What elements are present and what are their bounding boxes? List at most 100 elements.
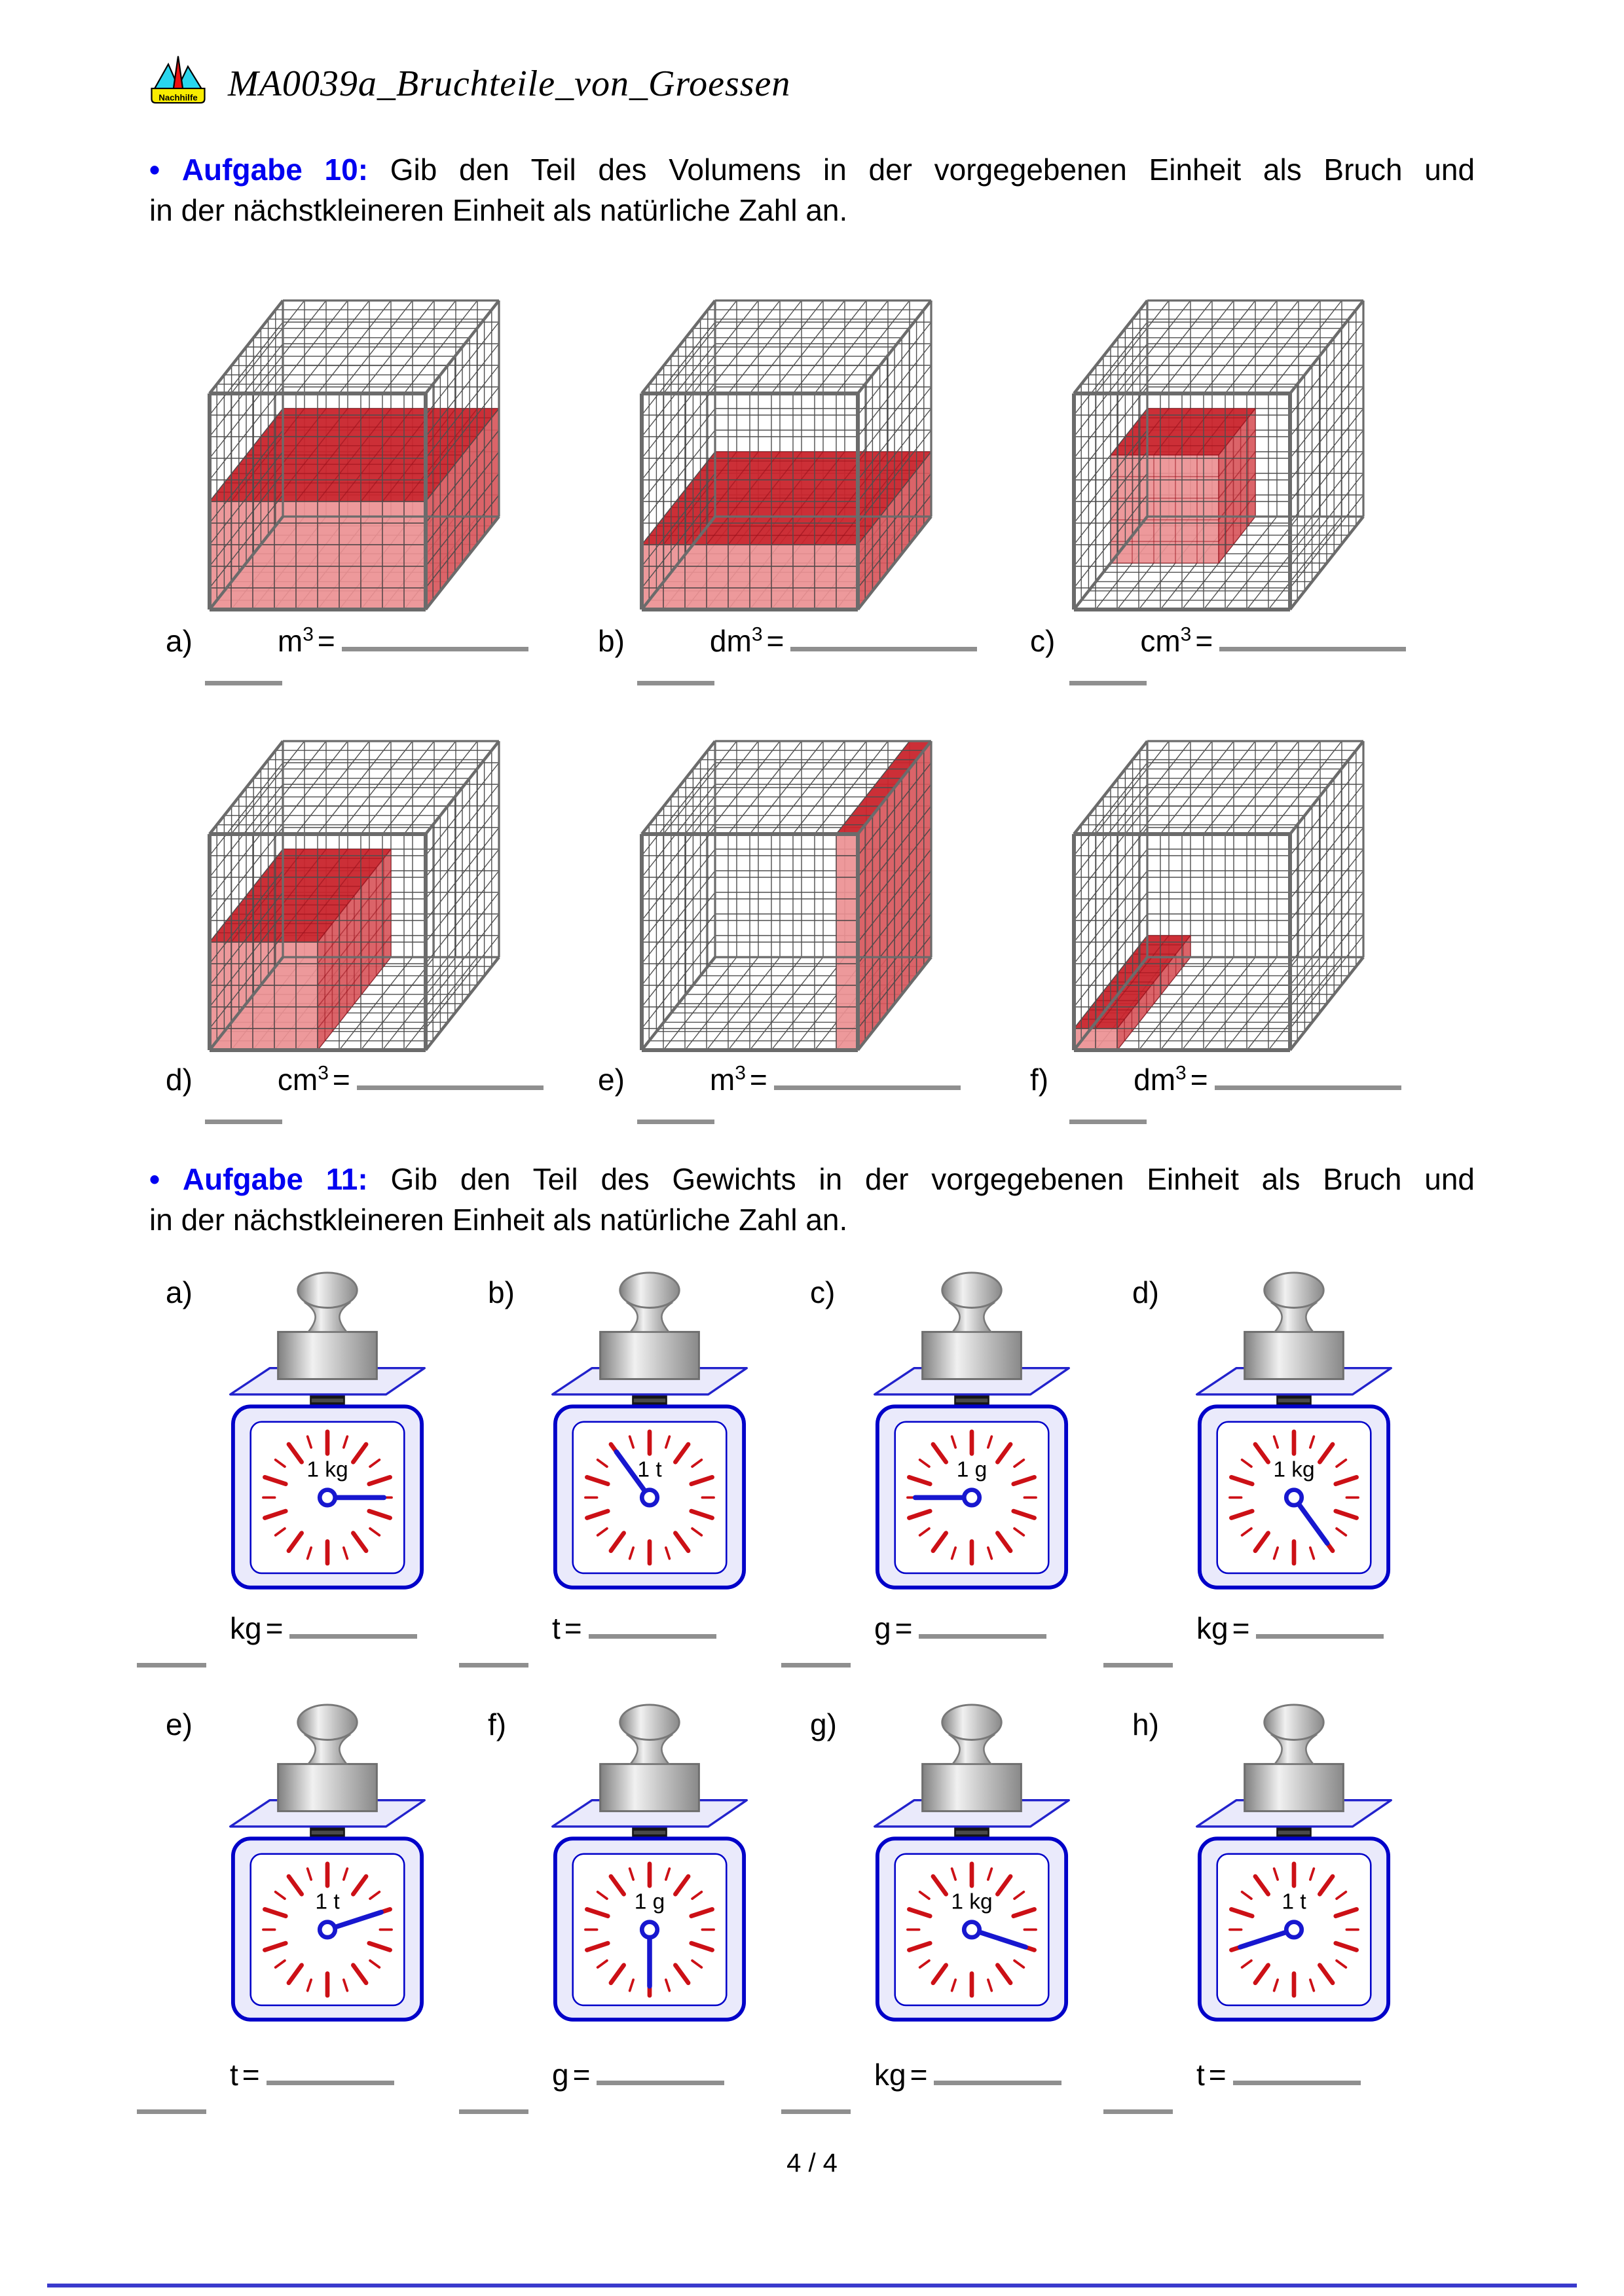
- volume-answer-f: f) dm3 =: [1005, 1062, 1437, 1124]
- item-letter: g): [810, 1707, 837, 1741]
- unit-label: dm: [709, 624, 752, 658]
- weight-answer-d: kg =: [1103, 1611, 1430, 1667]
- scale-illustration-c: 1 g: [874, 1271, 1070, 1590]
- needle-hub: [317, 1487, 338, 1508]
- task10-heading-line1: • Aufgabe 10: Gib den Teil des Volumens …: [149, 149, 1475, 190]
- volume-answer-d: d) cm3 =: [141, 1062, 573, 1124]
- answer-blank[interactable]: [790, 625, 978, 651]
- answer-blank[interactable]: [356, 1063, 544, 1090]
- task10-text-line1: Gib den Teil des Volumens in der vorgege…: [390, 153, 1475, 187]
- volume-answer-c: c) cm3 =: [1005, 623, 1437, 685]
- cube-cell-c: [1005, 252, 1437, 619]
- fraction-blank[interactable]: [1103, 2109, 1173, 2114]
- fraction-blank[interactable]: [205, 1120, 282, 1124]
- needle-hub: [317, 1920, 338, 1940]
- scale-cell-b: b) 1 t: [463, 1254, 785, 1591]
- scale-cell-g: g) 1 kg: [785, 1686, 1107, 2023]
- item-letter: a): [166, 1275, 193, 1309]
- answer-blank[interactable]: [1256, 1612, 1384, 1639]
- equals-sign: =: [332, 1063, 350, 1097]
- item-letter: f): [1030, 1063, 1049, 1097]
- fraction-blank[interactable]: [205, 681, 282, 685]
- answer-blank[interactable]: [773, 1063, 961, 1090]
- volume-answer-e: e) m3 =: [573, 1062, 1005, 1124]
- fraction-blank[interactable]: [459, 1663, 528, 1667]
- fraction-blank[interactable]: [459, 2109, 528, 2114]
- equals-sign: =: [242, 2058, 260, 2092]
- needle-hub: [639, 1487, 660, 1508]
- equals-sign: =: [564, 1611, 582, 1645]
- item-letter: c): [1030, 624, 1056, 658]
- equals-sign: =: [1190, 1063, 1208, 1097]
- logo-text: Nachhilfe: [158, 93, 197, 103]
- scale-row-2: e) 1 t f) 1 g g) 1 kg h) 1 t: [141, 1686, 1430, 2023]
- fraction-blank[interactable]: [781, 2109, 851, 2114]
- page-number: 4 / 4: [786, 2149, 838, 2178]
- equals-sign: =: [766, 624, 784, 658]
- cube-row-1: [141, 252, 1437, 619]
- item-letter: c): [810, 1275, 836, 1309]
- cube-cell-d: [141, 693, 573, 1059]
- fraction-blank[interactable]: [1069, 681, 1147, 685]
- fraction-blank[interactable]: [637, 681, 714, 685]
- cube-illustration-b: [640, 299, 932, 611]
- scale-cell-e: e) 1 t: [141, 1686, 463, 2023]
- task11-label: Aufgabe 11:: [182, 1162, 368, 1196]
- fraction-blank[interactable]: [1069, 1120, 1147, 1124]
- unit-exponent: 3: [318, 1062, 329, 1084]
- answer-blank[interactable]: [588, 1612, 716, 1639]
- answer-blank[interactable]: [289, 1612, 418, 1639]
- unit-exponent: 3: [751, 623, 763, 646]
- bullet-icon: •: [149, 153, 160, 187]
- equals-sign: =: [749, 1063, 767, 1097]
- equals-sign: =: [317, 624, 335, 658]
- answer-blank[interactable]: [1219, 625, 1407, 651]
- fraction-blank[interactable]: [137, 1663, 206, 1667]
- answer-blank[interactable]: [341, 625, 528, 651]
- footer-rule: [47, 2284, 1577, 2287]
- equals-sign: =: [895, 1611, 913, 1645]
- item-letter: b): [598, 624, 625, 658]
- bullet-icon: •: [149, 1162, 160, 1196]
- header: Nachhilfe MA0039a_Bruchteile_von_Groesse…: [149, 55, 790, 113]
- cube-illustration-e: [640, 740, 932, 1052]
- fraction-blank[interactable]: [1103, 1663, 1173, 1667]
- volume-answer-b: b) dm3 =: [573, 623, 1005, 685]
- fraction-blank[interactable]: [137, 2109, 206, 2114]
- scale-illustration-f: 1 g: [551, 1704, 748, 2022]
- unit-label: kg: [230, 1611, 262, 1645]
- scale-illustration-h: 1 t: [1196, 1704, 1392, 2022]
- task11-paragraph: • Aufgabe 11: Gib den Teil des Gewichts …: [149, 1159, 1475, 1240]
- unit-label: kg: [874, 2058, 906, 2092]
- volume-answer-a: a) m3 =: [141, 623, 573, 685]
- scale-cell-c: c) 1 g: [785, 1254, 1107, 1591]
- dial-label: 1 kg: [951, 1890, 992, 1914]
- answer-blank[interactable]: [597, 2058, 725, 2085]
- dial-label: 1 t: [315, 1890, 340, 1914]
- unit-exponent: 3: [735, 1062, 746, 1084]
- unit-label: cm: [277, 1063, 318, 1097]
- scale-cell-a: a) 1 kg: [141, 1254, 463, 1591]
- needle-hub: [639, 1920, 660, 1940]
- fraction-blank[interactable]: [637, 1120, 714, 1124]
- unit-label: g: [874, 1611, 891, 1645]
- scale-cell-h: h) 1 t: [1107, 1686, 1430, 2023]
- answer-blank[interactable]: [266, 2058, 394, 2085]
- item-letter: a): [166, 624, 193, 658]
- item-letter: h): [1132, 1707, 1159, 1741]
- fraction-blank[interactable]: [781, 1663, 851, 1667]
- cube-cell-a: [141, 252, 573, 619]
- answer-blank[interactable]: [934, 2058, 1062, 2085]
- unit-exponent: 3: [1175, 1062, 1187, 1084]
- task11-text-line2: in der nächstkleineren Einheit als natür…: [149, 1203, 848, 1237]
- unit-label: g: [552, 2058, 569, 2092]
- task11-heading-line1: • Aufgabe 11: Gib den Teil des Gewichts …: [149, 1159, 1475, 1199]
- weight-answer-f: g =: [459, 2057, 785, 2114]
- equals-sign: =: [1232, 1611, 1250, 1645]
- answer-blank[interactable]: [919, 1612, 1047, 1639]
- answer-blank[interactable]: [1214, 1063, 1401, 1090]
- cube-illustration-c: [1072, 299, 1365, 611]
- unit-label: cm: [1140, 624, 1181, 658]
- answer-blank[interactable]: [1232, 2058, 1361, 2085]
